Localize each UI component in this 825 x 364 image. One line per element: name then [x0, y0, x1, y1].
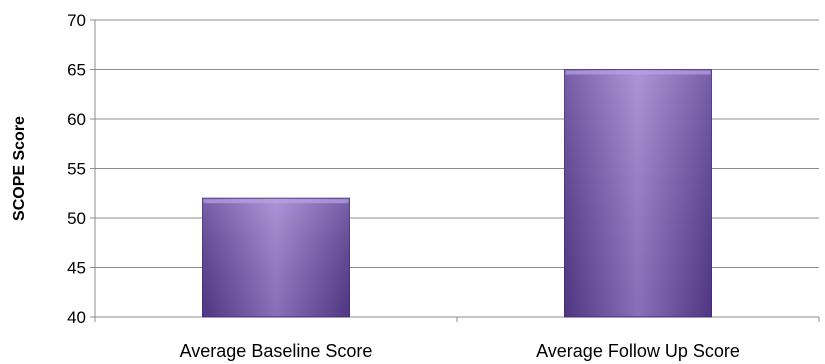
y-tick-label: 60	[67, 110, 86, 129]
y-axis-title: SCOPE Score	[11, 116, 28, 221]
x-category-label: Average Baseline Score	[180, 341, 373, 361]
y-tick-label: 55	[67, 160, 86, 179]
y-tick-label: 50	[67, 209, 86, 228]
bar-bevel	[565, 70, 711, 75]
bar-group	[202, 197, 350, 318]
y-tick-label: 65	[67, 61, 86, 80]
bar-group	[564, 69, 712, 318]
axes	[94, 20, 820, 322]
y-tick-label: 70	[67, 11, 86, 30]
bars	[202, 69, 712, 318]
bar-bevel	[203, 199, 349, 204]
y-tick-label: 40	[67, 308, 86, 327]
x-category-label: Average Follow Up Score	[536, 341, 740, 361]
bar-shade	[202, 198, 350, 317]
y-tick-label: 45	[67, 259, 86, 278]
bar-shade	[564, 69, 712, 317]
labels: 40 45 50 55 60 65 70 Average Baseline Score Aver…	[67, 11, 740, 361]
